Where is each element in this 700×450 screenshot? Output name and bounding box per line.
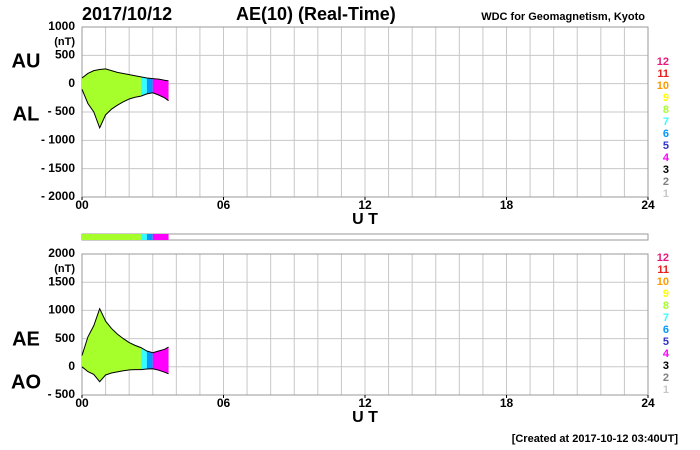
x-tick-label: 24 <box>641 198 655 212</box>
y-tick-label: - 500 <box>48 104 76 118</box>
station-legend-label: 7 <box>663 116 669 128</box>
station-legend-label: 12 <box>657 56 669 68</box>
y-tick-label: 0 <box>68 76 75 90</box>
series-label: AE <box>12 328 40 350</box>
x-tick-label: 18 <box>500 396 514 410</box>
station-fill <box>152 347 169 374</box>
station-legend-label: 12 <box>657 252 669 264</box>
station-legend-label: 11 <box>657 264 669 276</box>
series-line <box>81 68 169 82</box>
station-strip-segment <box>152 234 169 240</box>
x-tick-label: 06 <box>217 198 231 212</box>
station-legend-label: 8 <box>663 300 669 312</box>
station-legend-label: 5 <box>663 336 669 348</box>
station-fill <box>152 78 169 101</box>
station-legend-label: 9 <box>663 288 669 300</box>
series-line <box>81 366 169 383</box>
x-tick-label: 12 <box>358 396 372 410</box>
x-axis-label: U T <box>352 211 378 228</box>
station-legend-label: 11 <box>657 68 669 80</box>
station-legend-label: 2 <box>663 176 669 188</box>
station-legend-label: 7 <box>663 312 669 324</box>
y-tick-label: 0 <box>68 359 75 373</box>
y-tick-label: 1500 <box>48 274 75 288</box>
station-legend-label: 5 <box>663 140 669 152</box>
station-fill <box>140 347 147 370</box>
x-tick-label: 00 <box>75 396 89 410</box>
x-tick-label: 18 <box>500 198 514 212</box>
x-tick-label: 06 <box>217 396 231 410</box>
y-tick-label: - 2000 <box>41 189 75 203</box>
series-label: AL <box>13 103 40 125</box>
station-legend-label: 1 <box>663 384 669 396</box>
station-fill <box>146 78 153 94</box>
station-fill <box>82 308 141 382</box>
series-label: AO <box>11 371 41 393</box>
x-tick-label: 12 <box>358 198 372 212</box>
station-legend-label: 10 <box>657 276 669 288</box>
x-tick-label: 00 <box>75 198 89 212</box>
station-legend-label: 6 <box>663 324 669 336</box>
y-tick-label: 500 <box>55 48 75 62</box>
y-axis-label: (nT) <box>54 36 75 48</box>
station-strip-segment <box>140 234 147 240</box>
station-legend-label: 3 <box>663 164 669 176</box>
station-legend-label: 3 <box>663 360 669 372</box>
series-line <box>81 89 169 130</box>
station-legend-label: 8 <box>663 104 669 116</box>
y-tick-label: 1000 <box>48 303 75 317</box>
y-tick-label: 500 <box>55 331 75 345</box>
station-legend-label: 6 <box>663 128 669 140</box>
y-tick-label: - 1500 <box>41 161 75 175</box>
series-label: AU <box>12 50 41 72</box>
station-strip-segment <box>146 234 153 240</box>
station-fill <box>146 351 153 370</box>
station-legend-label: 4 <box>663 152 670 164</box>
x-tick-label: 24 <box>641 396 655 410</box>
source: WDC for Geomagnetism, Kyoto <box>481 11 645 23</box>
station-legend-label: 10 <box>657 80 669 92</box>
y-tick-label: 2000 <box>48 246 75 260</box>
station-legend-label: 1 <box>663 188 669 200</box>
y-axis-label: (nT) <box>54 263 75 275</box>
x-axis-label: U T <box>352 409 378 426</box>
station-fill <box>82 68 141 128</box>
series-line <box>81 307 169 356</box>
station-legend-label: 4 <box>663 348 670 360</box>
station-strip-segment <box>82 234 141 240</box>
y-tick-label: - 1000 <box>41 133 75 147</box>
station-fill <box>140 76 147 97</box>
station-legend-label: 2 <box>663 372 669 384</box>
chart-title: AE(10) (Real-Time) <box>236 4 396 24</box>
y-tick-label: 1000 <box>48 19 75 33</box>
y-tick-label: - 500 <box>48 387 76 401</box>
date-title: 2017/10/12 <box>82 4 172 24</box>
station-legend-label: 9 <box>663 92 669 104</box>
footer: [Created at 2017-10-12 03:40UT] <box>512 433 679 445</box>
